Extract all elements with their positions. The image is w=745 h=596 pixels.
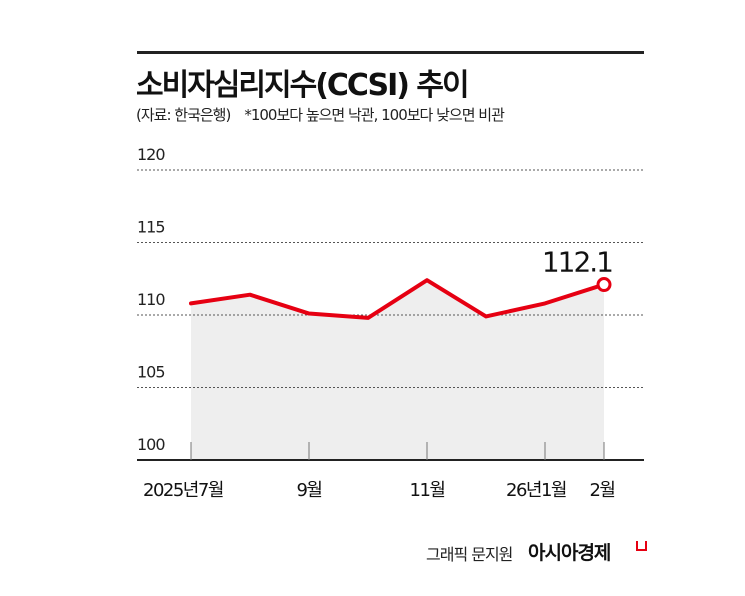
area-fill (191, 280, 604, 460)
chart-subtitle: (자료: 한국은행) *100보다 높으면 낙관, 100보다 낮으면 비관 (136, 104, 505, 125)
brand-logo: 아시아경제 (528, 542, 611, 564)
title-rule (137, 51, 644, 54)
x-tick-label: 2025년7월 (143, 480, 223, 501)
x-tick-label: 9월 (296, 480, 321, 501)
y-tick-label: 115 (137, 218, 165, 237)
x-tick-label: 11월 (410, 480, 445, 501)
y-tick-label: 110 (137, 290, 165, 309)
brand-mark-icon (636, 541, 647, 551)
x-tick-label: 2월 (589, 480, 614, 501)
y-tick-label: 120 (137, 145, 165, 164)
data-line (189, 278, 606, 320)
graphic-credit: 그래픽 문지원 (426, 545, 513, 564)
value-annotation: 112.1 (542, 246, 612, 279)
end-point-marker (596, 277, 612, 293)
y-tick-label: 100 (137, 435, 165, 454)
chart-title: 소비자심리지수(CCSI) 추이 (136, 68, 470, 103)
x-tick-label: 26년1월 (506, 480, 566, 501)
source-label: (자료: 한국은행) (136, 106, 231, 124)
note-label: *100보다 높으면 낙관, 100보다 낮으면 비관 (244, 106, 505, 124)
y-tick-label: 105 (137, 363, 165, 382)
